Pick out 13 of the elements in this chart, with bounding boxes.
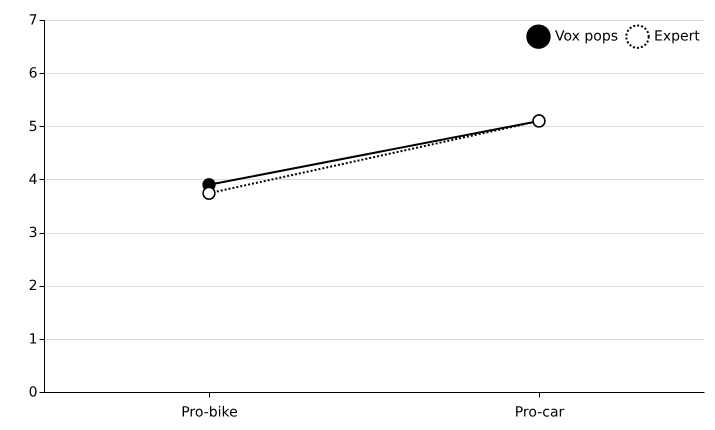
x-tick-label: Pro-bike — [181, 404, 238, 420]
y-tick-label: 5 — [28, 118, 38, 135]
legend-label: Expert — [654, 28, 700, 45]
y-tick-label: 2 — [28, 278, 38, 294]
y-tick-label: 7 — [28, 12, 38, 28]
x-tick-label: Pro-car — [514, 404, 565, 420]
y-tick-label: 3 — [28, 225, 38, 242]
point — [202, 186, 216, 200]
y-tick-label: 4 — [28, 172, 38, 188]
legend-label: Vox pops — [555, 28, 618, 45]
y-tick-label: 1 — [28, 331, 38, 348]
y-tick-label: 6 — [28, 66, 38, 82]
y-tick-label: 0 — [28, 384, 38, 400]
